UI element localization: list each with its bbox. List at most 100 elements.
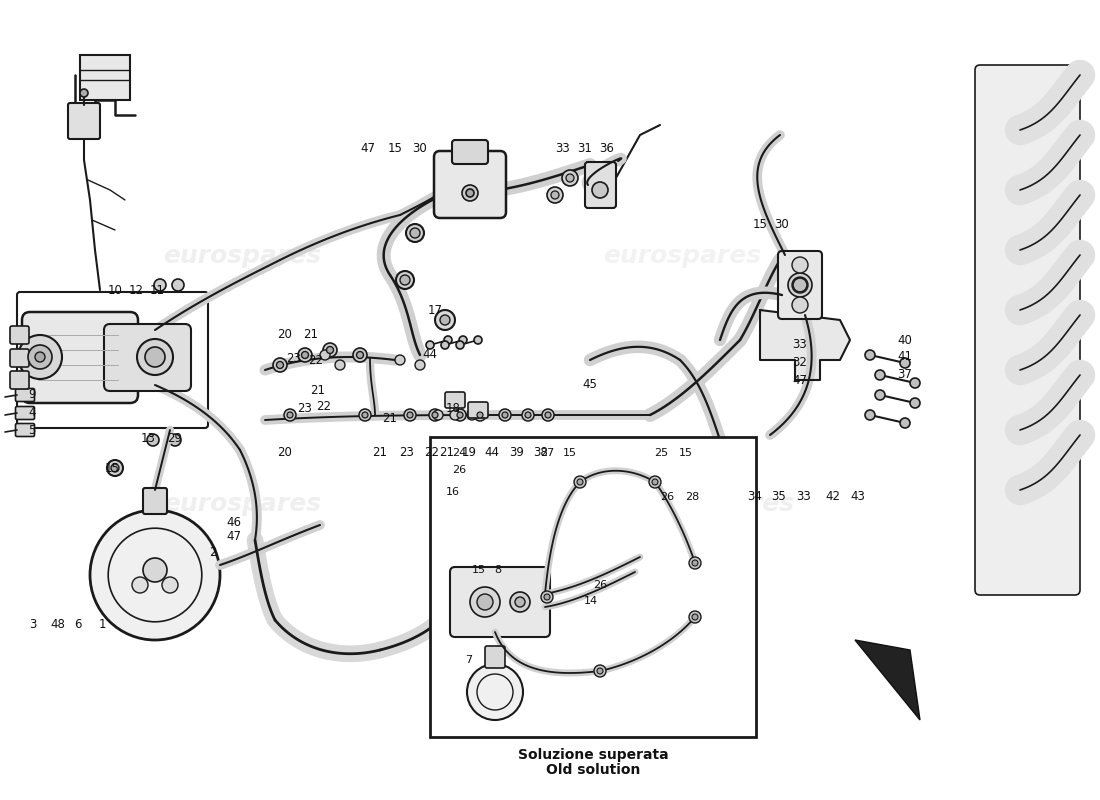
- Circle shape: [474, 336, 482, 344]
- Text: 30: 30: [774, 218, 790, 231]
- Text: 26: 26: [660, 492, 674, 502]
- Circle shape: [162, 577, 178, 593]
- Circle shape: [474, 409, 486, 421]
- Circle shape: [470, 587, 500, 617]
- FancyBboxPatch shape: [68, 103, 100, 139]
- Circle shape: [301, 351, 308, 358]
- Circle shape: [298, 348, 312, 362]
- Text: 47: 47: [227, 530, 242, 543]
- Circle shape: [910, 378, 920, 388]
- Circle shape: [547, 187, 563, 203]
- Circle shape: [562, 170, 578, 186]
- Circle shape: [395, 355, 405, 365]
- Text: 20: 20: [277, 446, 293, 458]
- Text: 40: 40: [898, 334, 912, 346]
- Circle shape: [652, 479, 658, 485]
- Circle shape: [426, 341, 434, 349]
- Text: 8: 8: [494, 565, 502, 575]
- Circle shape: [434, 310, 455, 330]
- Text: 28: 28: [685, 492, 700, 502]
- Text: 22: 22: [317, 401, 331, 414]
- Circle shape: [400, 275, 410, 285]
- Text: 23: 23: [298, 402, 312, 414]
- Text: 48: 48: [51, 618, 65, 630]
- Circle shape: [429, 409, 441, 421]
- Text: 5: 5: [29, 423, 35, 437]
- Text: 32: 32: [793, 355, 807, 369]
- Circle shape: [28, 345, 52, 369]
- Circle shape: [35, 352, 45, 362]
- Circle shape: [359, 409, 371, 421]
- Text: 15: 15: [472, 565, 486, 575]
- Text: 33: 33: [556, 142, 571, 154]
- Circle shape: [874, 390, 886, 400]
- FancyBboxPatch shape: [143, 488, 167, 514]
- Circle shape: [323, 343, 337, 357]
- Circle shape: [410, 228, 420, 238]
- Circle shape: [462, 185, 478, 201]
- Circle shape: [792, 277, 808, 293]
- FancyBboxPatch shape: [15, 423, 34, 437]
- Text: 22: 22: [308, 354, 323, 366]
- Text: 19: 19: [462, 446, 476, 458]
- FancyBboxPatch shape: [10, 326, 29, 344]
- Text: 23: 23: [287, 351, 301, 365]
- FancyBboxPatch shape: [468, 402, 488, 418]
- Text: 36: 36: [600, 142, 615, 154]
- Circle shape: [456, 341, 464, 349]
- Text: 21: 21: [440, 446, 454, 458]
- Text: 30: 30: [412, 142, 428, 154]
- Text: 16: 16: [446, 487, 460, 497]
- Text: eurospares: eurospares: [603, 244, 761, 268]
- Text: 47: 47: [361, 142, 375, 154]
- Circle shape: [132, 577, 148, 593]
- Circle shape: [154, 279, 166, 291]
- Circle shape: [910, 398, 920, 408]
- Circle shape: [456, 412, 463, 418]
- Circle shape: [793, 278, 807, 292]
- Text: 14: 14: [584, 596, 598, 606]
- Circle shape: [900, 358, 910, 368]
- Circle shape: [874, 370, 886, 380]
- Circle shape: [597, 668, 603, 674]
- Text: 29: 29: [167, 431, 183, 445]
- Circle shape: [865, 350, 874, 360]
- Text: 21: 21: [304, 329, 319, 342]
- Text: 7: 7: [465, 655, 473, 665]
- Circle shape: [147, 434, 160, 446]
- Text: 2: 2: [209, 546, 217, 558]
- Circle shape: [407, 412, 412, 418]
- Text: 38: 38: [534, 446, 549, 458]
- Circle shape: [327, 346, 333, 354]
- Circle shape: [541, 591, 553, 603]
- Circle shape: [441, 341, 449, 349]
- FancyBboxPatch shape: [22, 312, 138, 403]
- Circle shape: [276, 362, 284, 369]
- Circle shape: [578, 479, 583, 485]
- Text: 13: 13: [141, 431, 155, 445]
- Text: 33: 33: [793, 338, 807, 351]
- Circle shape: [336, 360, 345, 370]
- Circle shape: [18, 335, 62, 379]
- Circle shape: [172, 279, 184, 291]
- Text: 1: 1: [98, 618, 106, 630]
- Text: 45: 45: [583, 378, 597, 391]
- Text: 31: 31: [578, 142, 593, 154]
- Text: 15: 15: [104, 462, 120, 474]
- Circle shape: [542, 409, 554, 421]
- Text: 39: 39: [509, 446, 525, 458]
- Circle shape: [138, 339, 173, 375]
- Circle shape: [499, 409, 512, 421]
- Circle shape: [415, 360, 425, 370]
- Circle shape: [525, 412, 531, 418]
- FancyBboxPatch shape: [15, 406, 34, 419]
- Text: 24: 24: [452, 448, 466, 458]
- Text: 15: 15: [752, 218, 768, 231]
- Circle shape: [502, 412, 508, 418]
- Polygon shape: [760, 310, 850, 380]
- FancyBboxPatch shape: [585, 162, 616, 208]
- Text: 47: 47: [792, 374, 807, 386]
- Text: 3: 3: [30, 618, 36, 630]
- FancyBboxPatch shape: [15, 389, 34, 402]
- Circle shape: [320, 350, 330, 360]
